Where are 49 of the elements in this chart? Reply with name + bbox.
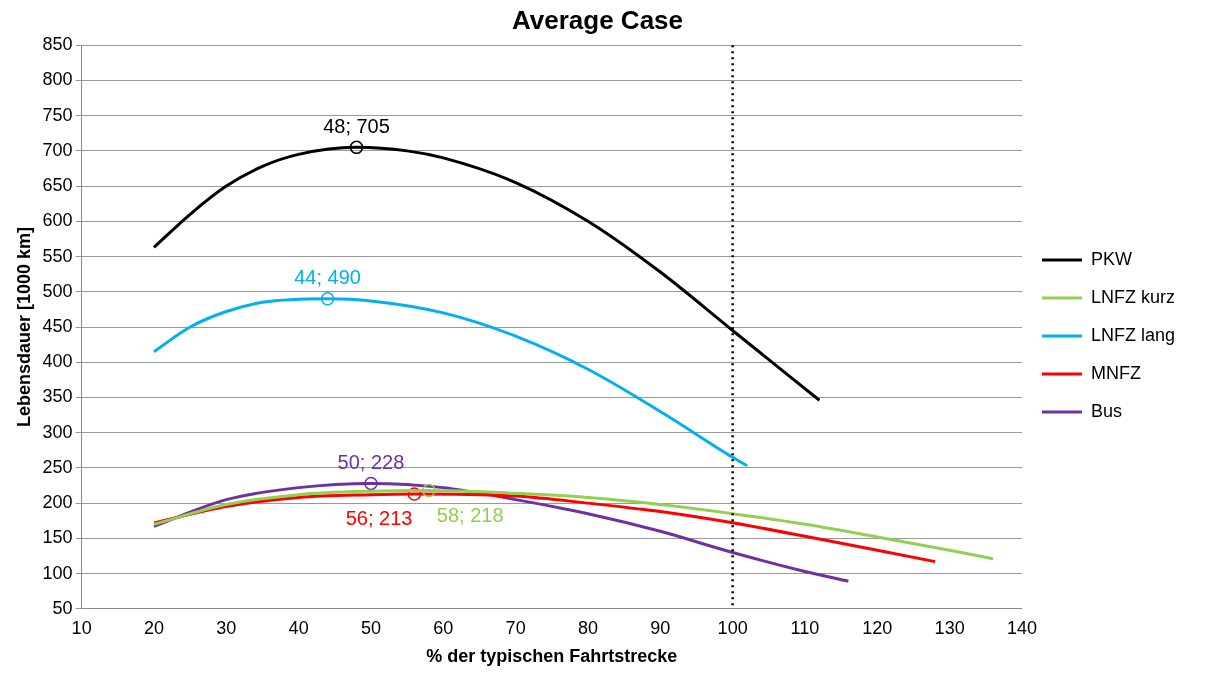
annotation: 50; 228 [337,450,405,473]
annotation: 44; 490 [294,266,361,289]
y-tick-label: 400 [42,351,73,372]
x-tick-label: 10 [71,617,92,638]
legend-label: LNFZ kurz [1090,286,1175,307]
annotation: 56; 213 [345,507,413,530]
y-tick-label: 100 [42,562,73,583]
x-tick-label: 30 [216,617,237,638]
x-tick-label: 90 [650,617,671,638]
legend-label: PKW [1090,248,1132,269]
x-tick-label: 110 [790,617,820,638]
point [364,476,378,491]
x-tick-label: 140 [1006,617,1037,638]
x-tick-label: 80 [577,617,598,638]
y-tick-label: 200 [42,492,73,513]
point [407,487,422,501]
x-tick-label: 120 [862,617,893,638]
x-axis-title: % der typischen Fahrtstrecke [426,646,678,667]
x-tick-label: 100 [717,617,748,638]
annotation: 48; 705 [323,114,390,137]
x-tick-label: 20 [143,617,164,638]
y-tick-label: 150 [42,527,73,548]
x-tick-label: 40 [288,617,309,638]
legend-label: MNFZ [1090,362,1141,383]
annotation: 58; 218 [436,503,504,526]
y-tick-label: 800 [42,69,73,90]
y-tick-label: 350 [42,386,73,407]
x-tick-label: 60 [433,617,454,638]
y-tick-label: 650 [42,175,73,196]
legend-label: LNFZ lang [1090,324,1176,345]
point [320,292,335,306]
y-tick-label: 300 [42,421,73,442]
y-axis-title: Lebensdauer [1000 km] [13,226,34,428]
y-tick-label: 850 [42,34,73,55]
point [422,483,436,498]
x-tick-label: 130 [934,617,965,638]
y-tick-label: 500 [42,280,73,301]
y-tick-label: 450 [42,315,73,336]
y-tick-label: 550 [42,245,73,266]
y-tick-label: 600 [42,210,73,231]
legend-label: Bus [1090,400,1122,421]
y-tick-label: 700 [42,139,73,160]
y-tick-label: 50 [52,597,73,618]
point [349,140,364,155]
y-tick-label: 250 [42,456,73,477]
chart-title: Average Case [511,4,684,35]
y-tick-label: 750 [42,104,73,125]
x-tick-label: 50 [360,617,381,638]
x-tick-label: 70 [505,617,526,638]
